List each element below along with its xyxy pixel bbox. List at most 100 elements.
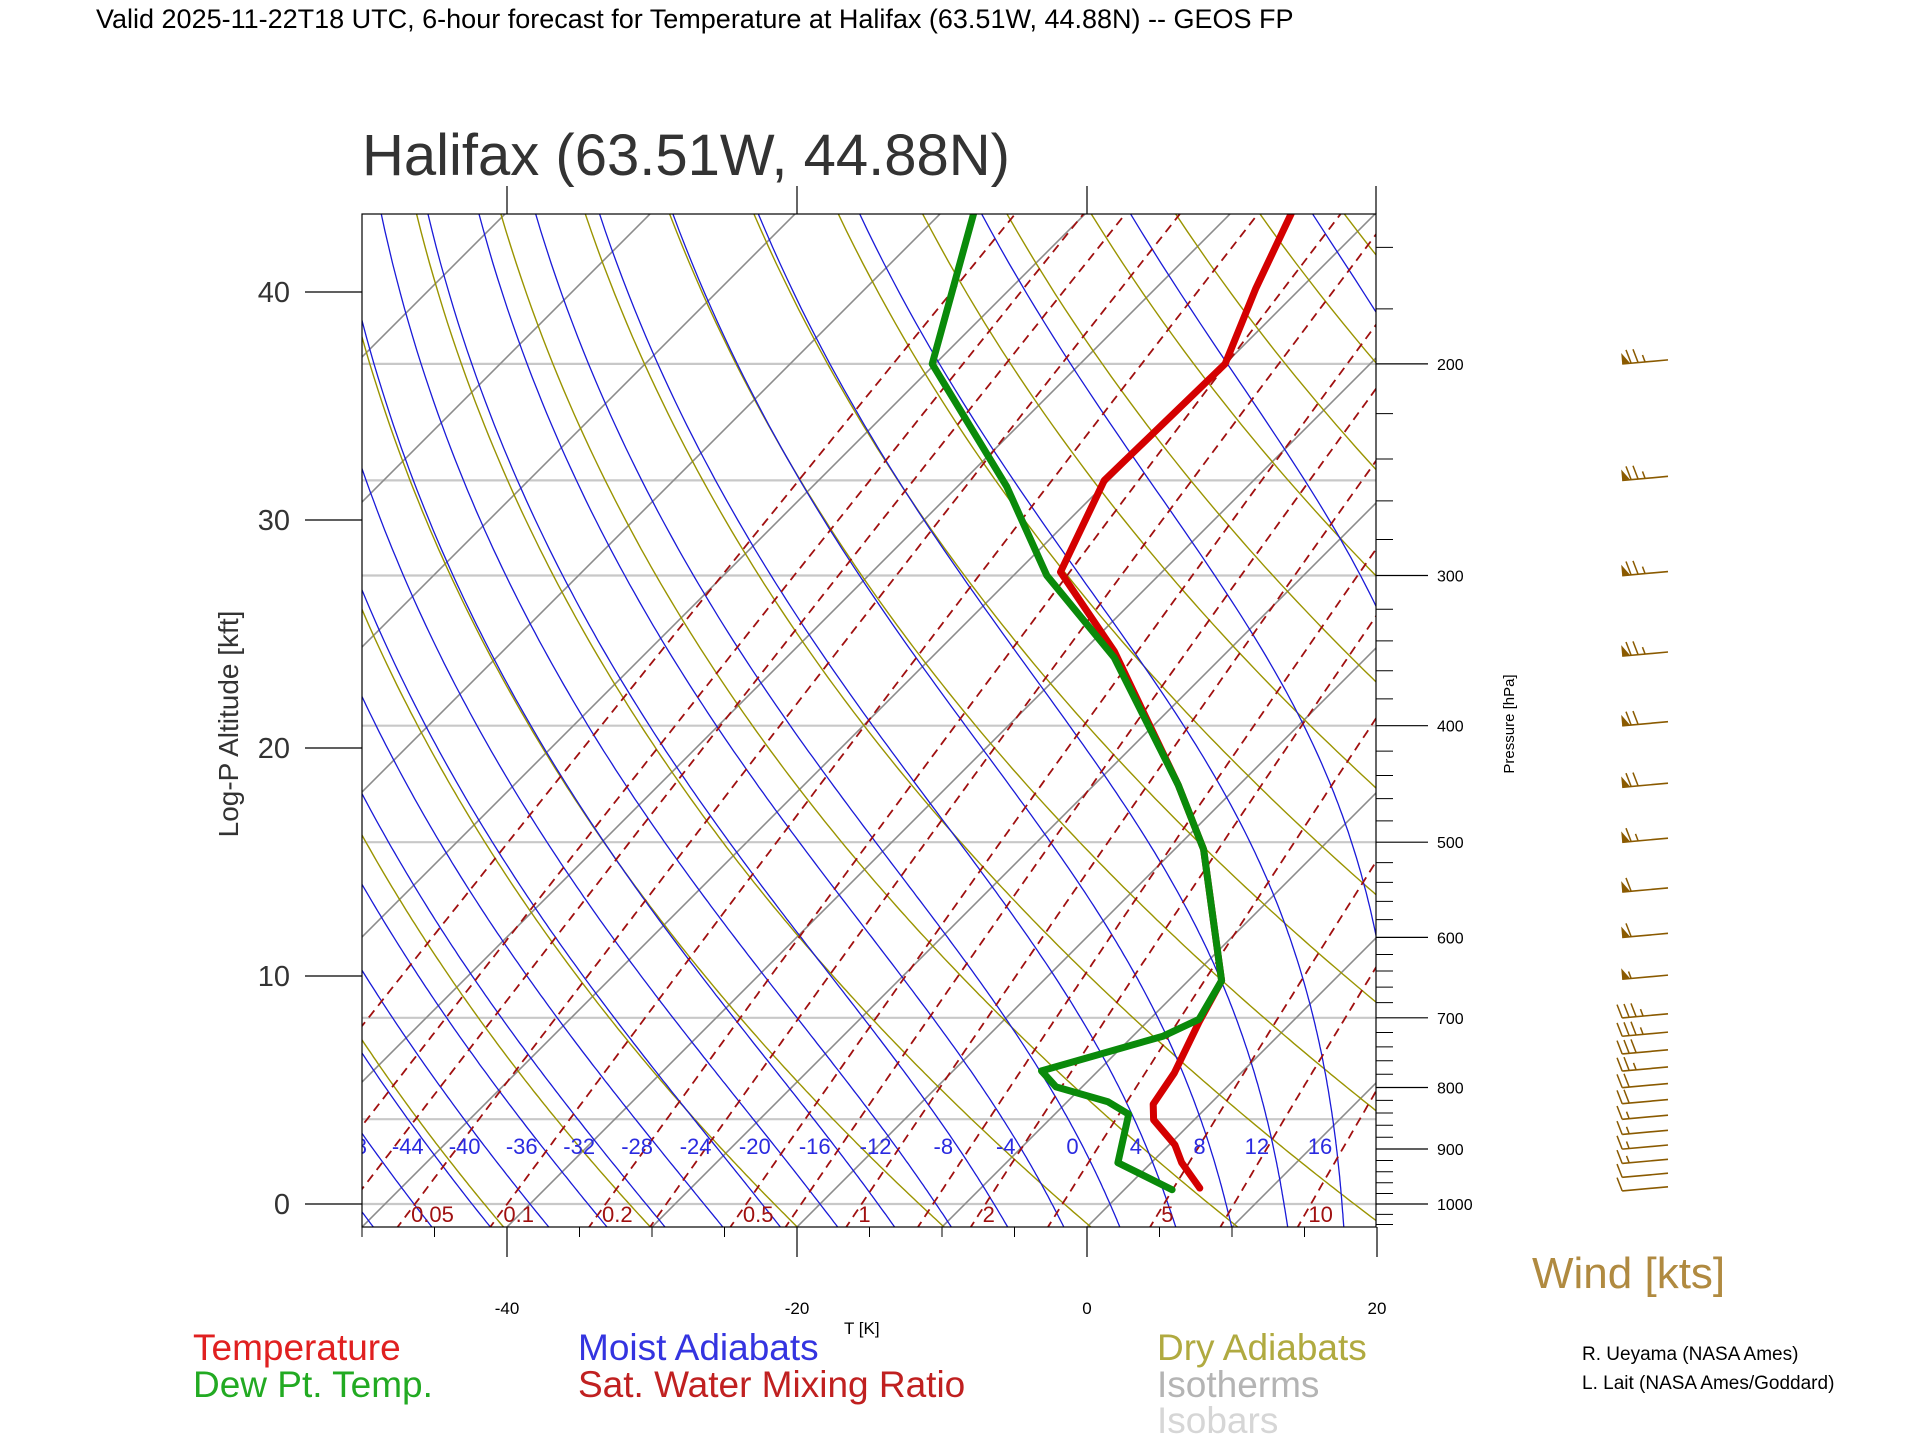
barb-staff	[1622, 887, 1669, 893]
dry-adiabat-line	[362, 1038, 505, 1227]
moist-adiabat-label: 16	[1308, 1134, 1332, 1159]
isotherm-line	[1520, 196, 1920, 1229]
mixing-ratio-label: 2	[983, 1202, 995, 1227]
barb-staff	[1622, 782, 1669, 789]
dry-adiabat-line	[500, 214, 1239, 1227]
credit-line-2: L. Lait (NASA Ames/Goddard)	[1582, 1373, 1834, 1394]
moist-adiabat-line	[362, 695, 724, 1227]
legend: Temperature Dew Pt. Temp. Moist Adiabats…	[193, 1327, 1367, 1440]
barb-staff	[1622, 1031, 1669, 1038]
moist-adiabat-label: -12	[860, 1134, 892, 1159]
altitude-tick-label: 10	[258, 961, 290, 993]
barb-half	[1625, 1126, 1630, 1135]
wind-barb	[1616, 1120, 1669, 1136]
barb-full	[1630, 1003, 1637, 1017]
moist-adiabat-line	[427, 214, 1009, 1227]
isotherm-line	[1665, 196, 1920, 1229]
legend-dry-adiabats: Dry Adiabats	[1157, 1327, 1367, 1368]
dry-adiabat-line	[1916, 196, 1920, 1230]
moist-adiabat-line	[362, 588, 782, 1227]
mixing-ratio-line	[1296, 1089, 1376, 1227]
dry-adiabat-line	[1174, 214, 1376, 471]
pressure-tick-label: 300	[1437, 569, 1464, 586]
pressure-tick-label: 700	[1437, 1011, 1464, 1028]
mixing-ratio-line	[845, 459, 1376, 1227]
dry-adiabat-line	[1090, 214, 1376, 577]
barb-half	[1641, 471, 1646, 479]
barb-full	[1632, 465, 1639, 480]
x-tick-label: 0	[1082, 1299, 1091, 1318]
barb-half	[1641, 354, 1646, 363]
barb-half	[1625, 1141, 1630, 1149]
moist-adiabat-label: -20	[739, 1134, 771, 1159]
page-title: Valid 2025-11-22T18 UTC, 6-hour forecast…	[96, 4, 1294, 34]
barb-staff	[1622, 1098, 1669, 1105]
barb-staff	[1622, 1172, 1669, 1179]
dry-adiabat-line	[584, 214, 1376, 1222]
wind-barb	[1616, 1003, 1669, 1019]
moist-adiabat-label: -44	[392, 1134, 424, 1159]
dry-adiabat-line	[1498, 196, 1920, 1230]
mixing-ratio-line	[362, 214, 1085, 1128]
moist-adiabat-label: -32	[563, 1134, 595, 1159]
mixing-ratio-label: 0.1	[503, 1202, 534, 1227]
barb-staff	[1622, 1082, 1669, 1089]
isotherm-line	[362, 214, 507, 359]
dry-adiabat-line	[1749, 196, 1920, 1230]
wind-barb	[1621, 641, 1669, 657]
barb-full	[1625, 711, 1632, 726]
barb-half	[1625, 1111, 1630, 1119]
x-tick-label: 20	[1368, 1299, 1387, 1318]
moist-adiabat-label: -16	[799, 1134, 831, 1159]
y-axis-label: Log-P Altitude [kft]	[213, 611, 244, 838]
barb-full	[1616, 1149, 1623, 1164]
barb-full	[1630, 1021, 1637, 1036]
wind-barb	[1616, 1149, 1669, 1165]
mixing-ratio-line	[1219, 965, 1376, 1227]
barb-full	[1623, 1003, 1630, 1018]
barb-staff	[1622, 974, 1669, 981]
mixing-ratio-line	[489, 214, 1260, 1227]
barb-half	[1627, 971, 1632, 979]
wind-barb	[1616, 1039, 1669, 1055]
mixing-ratio-label: 0.2	[602, 1202, 633, 1227]
barb-pennant	[1621, 353, 1631, 364]
isotherm-line	[362, 214, 942, 794]
barb-full	[1616, 1105, 1623, 1120]
wind-barb	[1616, 1135, 1669, 1150]
dry-adiabat-line	[362, 334, 946, 1227]
dry-adiabat-line	[668, 214, 1376, 1112]
barb-full	[1625, 641, 1632, 656]
isotherm-line	[940, 791, 1376, 1227]
mixing-ratio-line	[587, 214, 1342, 1227]
barb-staff	[1622, 1129, 1669, 1136]
altitude-tick-label: 20	[258, 733, 290, 765]
x-tick-label: -20	[785, 1299, 810, 1318]
barb-half	[1634, 833, 1639, 842]
mixing-ratio-label: 0.05	[411, 1202, 454, 1227]
mixing-ratio-label: 5	[1161, 1202, 1173, 1227]
wind-barb	[1621, 827, 1669, 844]
mixing-ratio-line	[396, 214, 1182, 1227]
dry-adiabat-line	[1665, 196, 1920, 1230]
barb-pennant	[1621, 926, 1631, 938]
legend-temperature: Temperature	[193, 1327, 401, 1368]
moist-adiabat-line	[362, 1051, 492, 1227]
pressure-tick-label: 200	[1437, 357, 1464, 374]
barb-half	[1639, 1027, 1644, 1035]
dry-adiabat-line	[1415, 196, 1920, 1230]
pressure-tick-label: 600	[1437, 930, 1464, 947]
barb-full	[1632, 710, 1639, 725]
barb-full	[1623, 1056, 1630, 1071]
barb-full	[1616, 1004, 1623, 1019]
moist-adiabat-line	[535, 214, 1121, 1227]
barb-full	[1623, 1073, 1630, 1088]
moist-adiabat-label: -4	[996, 1134, 1016, 1159]
wind-barb	[1616, 1056, 1669, 1072]
isotherm-line	[1230, 1081, 1376, 1227]
dry-adiabat-line	[837, 214, 1376, 896]
dry-adiabat-line	[1006, 214, 1376, 683]
barb-full	[1616, 1074, 1623, 1088]
isotherm-line	[362, 214, 797, 649]
altitude-tick-label: 0	[274, 1189, 290, 1221]
